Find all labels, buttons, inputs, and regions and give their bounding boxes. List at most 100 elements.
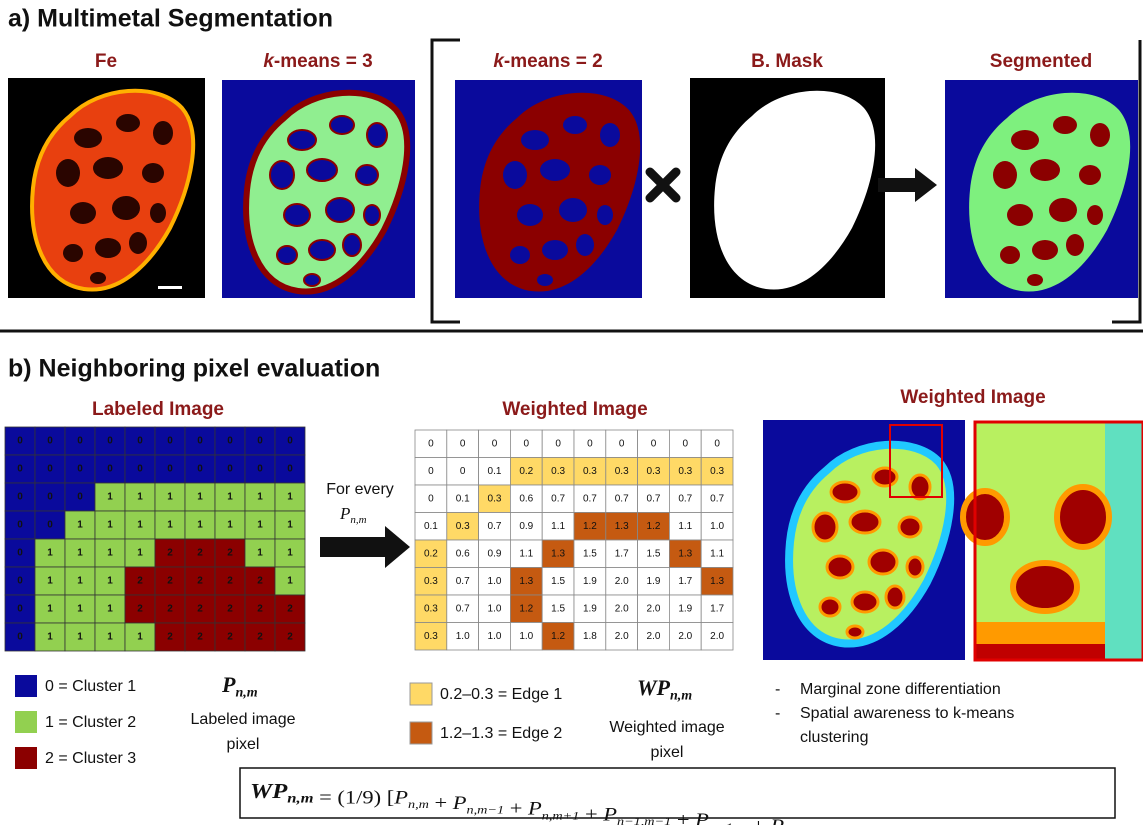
note-marker: - [775, 681, 780, 698]
table-value: 0.6 [519, 493, 533, 504]
table-value: 0.7 [583, 493, 597, 504]
table-value: 0 [428, 438, 434, 449]
arrow-label: For every [326, 481, 394, 498]
cell-value: 0 [17, 492, 23, 503]
cell-value: 1 [77, 548, 83, 559]
legend-swatch [15, 711, 37, 733]
label-text: B. Mask [751, 51, 823, 72]
table-value: 1.0 [488, 603, 502, 614]
kmeans2-image [455, 80, 642, 298]
math-base: P [694, 810, 709, 825]
table-value: 1.1 [678, 521, 692, 532]
table-value: 1.3 [710, 576, 724, 587]
table-value: 0.1 [456, 493, 470, 504]
cell-value: 1 [137, 520, 143, 531]
table-value: 0 [651, 438, 657, 449]
table-value: 1.9 [583, 603, 597, 614]
legend-label: 1 = Cluster 2 [45, 714, 136, 731]
equation-operator: + [671, 810, 695, 825]
legend-swatch [15, 747, 37, 769]
cell-value: 0 [227, 464, 233, 475]
cell-value: 2 [287, 604, 293, 615]
math-base: WP [637, 675, 671, 700]
image-title: Weighted Image [900, 387, 1045, 408]
cell-value: 2 [197, 604, 203, 615]
legend-label: 0 = Cluster 1 [45, 678, 136, 695]
label-text: Fe [95, 51, 117, 72]
cell-value: 2 [227, 576, 233, 587]
cell-value: 1 [257, 492, 263, 503]
cell-value: 2 [167, 548, 173, 559]
legend-label: 1.2–1.3 = Edge 2 [440, 725, 562, 742]
table-value: 1.2 [519, 603, 533, 614]
table-value: 0.7 [678, 493, 692, 504]
label-text: Segmented [990, 51, 1092, 72]
note-marker: - [775, 705, 780, 722]
table-value: 0 [460, 466, 466, 477]
cell-value: 0 [17, 576, 23, 587]
table-value: 1.2 [583, 521, 597, 532]
equation-operator: + [747, 816, 771, 825]
section-title: b) Neighboring pixel evaluation [8, 355, 380, 383]
table-value: 0 [555, 438, 561, 449]
image-title: Labeled Image [92, 399, 224, 420]
cell-value: 2 [167, 576, 173, 587]
cell-value: 1 [137, 492, 143, 503]
cell-value: 2 [227, 632, 233, 643]
table-value: 1.5 [647, 548, 661, 559]
table-value: 1.3 [615, 521, 629, 532]
note-text: Marginal zone differentiation [800, 681, 1001, 698]
cell-value: 0 [137, 436, 143, 447]
cell-value: 2 [197, 548, 203, 559]
table-value: 2.0 [615, 576, 629, 587]
cell-value: 2 [227, 604, 233, 615]
cell-value: 2 [197, 632, 203, 643]
table-value: 0.9 [488, 548, 502, 559]
cell-value: 2 [167, 632, 173, 643]
cell-value: 0 [227, 436, 233, 447]
legend-label: 0.2–0.3 = Edge 1 [440, 686, 562, 703]
cell-value: 1 [167, 520, 173, 531]
math-base: WP [250, 779, 287, 803]
table-value: 1.0 [456, 631, 470, 642]
table-value: 2.0 [647, 631, 661, 642]
label-text: -means = 2 [504, 51, 603, 72]
cell-value: 2 [167, 604, 173, 615]
table-value: 0.2 [519, 466, 533, 477]
table-value: 0.3 [710, 466, 724, 477]
table-value: 0.3 [424, 576, 438, 587]
cell-value: 1 [287, 548, 293, 559]
cell-value: 1 [107, 604, 113, 615]
cell-value: 1 [287, 576, 293, 587]
cell-value: 2 [257, 576, 263, 587]
table-value: 0 [428, 493, 434, 504]
cell-value: 1 [77, 632, 83, 643]
cell-value: 1 [107, 632, 113, 643]
table-value: 0.3 [647, 466, 661, 477]
math-sub: n,m [408, 797, 429, 811]
table-value: 2.0 [678, 631, 692, 642]
cell-value: 0 [197, 464, 203, 475]
table-value: 0.7 [615, 493, 629, 504]
caption: pixel [651, 744, 684, 761]
math-base: P [339, 504, 350, 523]
cell-value: 0 [17, 436, 23, 447]
legend-swatch [410, 683, 432, 705]
table-value: 1.5 [551, 603, 565, 614]
cell-value: 2 [137, 604, 143, 615]
cell-value: 1 [227, 520, 233, 531]
table-value: 0.3 [551, 466, 565, 477]
cell-value: 2 [257, 604, 263, 615]
math-sub: n,m−1 [467, 802, 505, 816]
table-value: 1.1 [519, 548, 533, 559]
cell-value: 0 [167, 436, 173, 447]
cell-value: 0 [137, 464, 143, 475]
note-text: Spatial awareness to k-means [800, 705, 1014, 722]
cell-value: 2 [287, 632, 293, 643]
cell-value: 0 [47, 520, 53, 531]
section-title: a) Multimetal Segmentation [8, 5, 333, 33]
table-value: 1.5 [583, 548, 597, 559]
table-value: 1.7 [615, 548, 629, 559]
table-value: 1.7 [710, 603, 724, 614]
table-value: 0.2 [424, 548, 438, 559]
